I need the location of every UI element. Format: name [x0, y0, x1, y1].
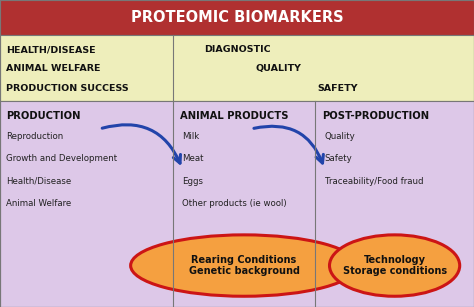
Text: PRODUCTION SUCCESS: PRODUCTION SUCCESS [6, 84, 128, 93]
Text: Reproduction: Reproduction [6, 132, 63, 141]
Text: Milk: Milk [182, 132, 200, 141]
Text: SAFETY: SAFETY [318, 84, 358, 93]
Text: Technology
Storage conditions: Technology Storage conditions [343, 255, 447, 276]
Text: Other products (ie wool): Other products (ie wool) [182, 199, 287, 208]
Text: Rearing Conditions
Genetic background: Rearing Conditions Genetic background [189, 255, 300, 276]
Text: Traceability/Food fraud: Traceability/Food fraud [325, 177, 423, 186]
Ellipse shape [329, 235, 460, 296]
Text: Animal Welfare: Animal Welfare [6, 199, 71, 208]
FancyBboxPatch shape [0, 101, 474, 307]
Ellipse shape [131, 235, 357, 296]
Text: Eggs: Eggs [182, 177, 203, 186]
FancyArrowPatch shape [102, 125, 181, 163]
Text: Meat: Meat [182, 154, 204, 163]
Text: QUALITY: QUALITY [256, 64, 302, 73]
Text: HEALTH/DISEASE: HEALTH/DISEASE [6, 45, 95, 54]
FancyArrowPatch shape [254, 126, 323, 163]
Text: Safety: Safety [325, 154, 353, 163]
Text: ANIMAL WELFARE: ANIMAL WELFARE [6, 64, 100, 73]
Text: Growth and Development: Growth and Development [6, 154, 117, 163]
Text: ANIMAL PRODUCTS: ANIMAL PRODUCTS [180, 111, 289, 121]
Text: POST-PRODUCTION: POST-PRODUCTION [322, 111, 429, 121]
Text: PROTEOMIC BIOMARKERS: PROTEOMIC BIOMARKERS [131, 10, 343, 25]
Text: Health/Disease: Health/Disease [6, 177, 71, 186]
Text: PRODUCTION: PRODUCTION [6, 111, 80, 121]
FancyBboxPatch shape [0, 0, 474, 35]
Text: Quality: Quality [325, 132, 356, 141]
FancyBboxPatch shape [0, 35, 474, 101]
Text: DIAGNOSTIC: DIAGNOSTIC [204, 45, 271, 54]
